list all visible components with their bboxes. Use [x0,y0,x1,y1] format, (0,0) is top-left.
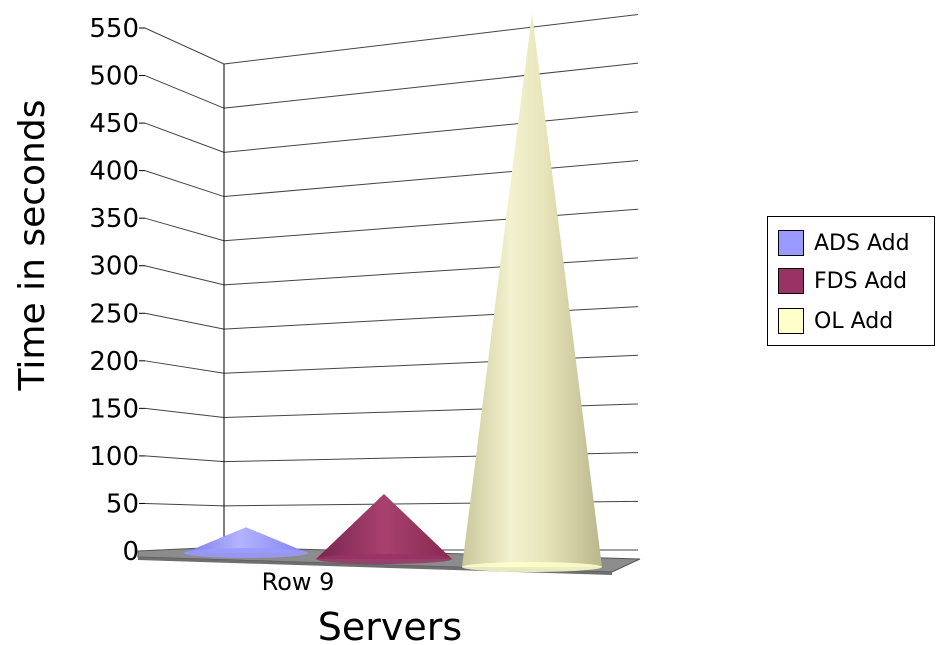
gridline-side [144,407,225,418]
legend-label: ADS Add [814,230,910,256]
gridline-back [223,306,639,330]
y-tick-label: 500 [89,62,139,92]
x-category-label: Row 9 [262,568,335,596]
gridline-side [144,217,225,242]
legend: ADS Add FDS Add OL Add [767,216,935,346]
legend-item-ads-add: ADS Add [778,229,910,257]
legend-label: OL Add [814,308,894,334]
x-axis-label: Servers [318,605,462,645]
y-tick-label: 50 [106,489,139,519]
legend-swatch [778,308,804,334]
gridline-back [223,111,639,153]
gridline-side [144,27,225,65]
gridline-side [144,122,225,153]
y-tick-label: 550 [89,14,139,44]
cone-base [184,548,308,558]
y-tick-label: 350 [89,204,139,234]
gridline-back [223,208,639,242]
cone-fds-add [316,493,452,559]
cone-ol-add [462,13,602,567]
gridline-side [144,170,225,198]
chart-marks [184,13,602,572]
y-tick-label: 150 [89,394,139,424]
y-tick-label: 200 [89,347,139,377]
legend-swatch [778,268,804,294]
gridline-side [144,312,225,330]
y-tick-label: 450 [89,109,139,139]
gridline-back [223,14,639,65]
gridline-back [223,62,639,109]
cone-base [462,562,602,572]
y-tick-label: 0 [122,537,139,567]
gridline-back [223,160,639,198]
gridline-side [144,265,225,286]
gridline-side [144,75,225,109]
gridline-side [144,360,225,374]
gridline-back [223,257,639,286]
legend-swatch [778,230,804,256]
y-tick-label: 300 [89,252,139,282]
y-tick-label: 100 [89,442,139,472]
gridline-side [144,455,225,463]
legend-item-ol-add: OL Add [778,307,893,335]
y-tick-label: 250 [89,299,139,329]
legend-item-fds-add: FDS Add [778,267,907,295]
y-axis-label: Time in seconds [12,100,53,392]
cone-ads-add [184,527,308,553]
gridline-side [144,502,225,507]
y-tick-label: 400 [89,157,139,187]
y-tick-labels: 0 50 100 150 200 250 300 350 400 450 500 550 [89,14,139,567]
cone-base [316,554,452,564]
legend-label: FDS Add [814,268,908,294]
